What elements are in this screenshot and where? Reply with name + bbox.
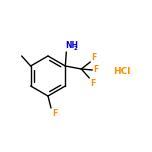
Text: 2: 2 [74,47,78,52]
Text: F: F [93,66,98,74]
Text: F: F [91,52,96,62]
Text: F: F [90,78,95,88]
Text: NH: NH [65,41,78,50]
Text: HCl: HCl [113,67,130,76]
Text: F: F [52,109,57,118]
